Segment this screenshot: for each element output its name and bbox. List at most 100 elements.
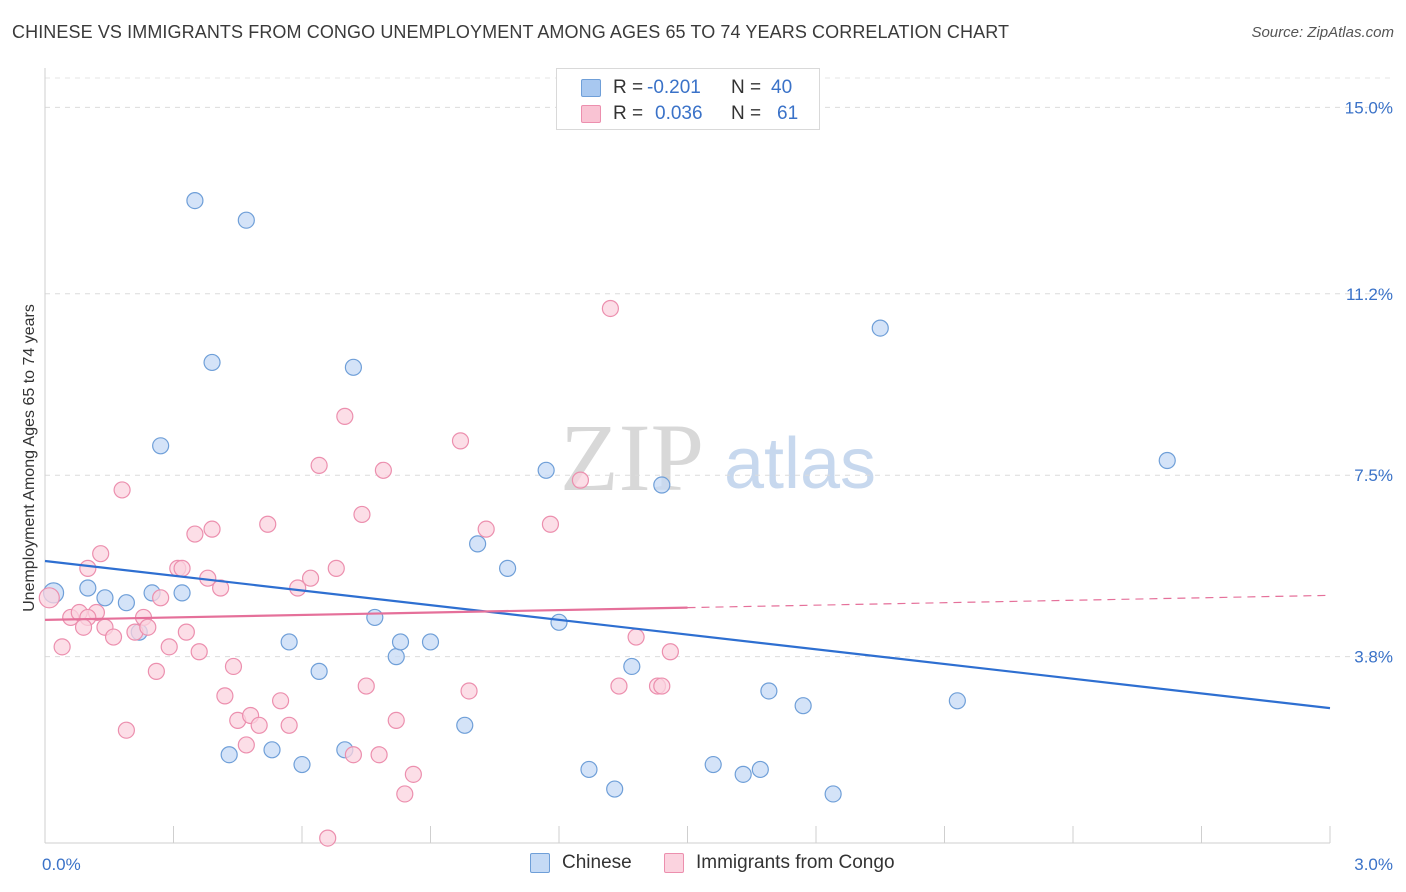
data-point [92,545,110,563]
data-point [74,618,93,636]
data-point [948,692,966,710]
data-point [220,746,238,764]
data-point [53,638,71,656]
x-tick-label: 0.0% [42,855,81,874]
data-point [353,505,371,524]
data-point [186,191,204,210]
data-point [293,755,311,774]
data-point [280,716,298,734]
data-point [203,353,221,372]
data-point [704,755,722,774]
source-note: Source: ZipAtlas.com [1251,24,1394,41]
data-point [370,746,388,764]
data-point [357,677,375,695]
data-point [404,765,422,783]
data-point [336,407,354,425]
data-point [653,677,671,695]
data-point [477,520,495,538]
data-point [344,358,362,376]
data-point [271,692,290,710]
data-point [751,760,769,779]
data-point [160,638,178,656]
r-value: -0.201 [647,77,701,98]
data-point [280,633,298,651]
data-point [460,682,478,700]
data-point [610,677,628,695]
data-point [623,657,641,676]
data-point [250,716,268,734]
data-point [606,780,624,798]
data-point [871,319,889,337]
data-point [237,211,255,229]
data-point [1158,451,1176,470]
data-point [344,746,362,764]
data-point [794,697,812,715]
legend-swatch-congo [664,853,684,873]
data-point [366,608,384,627]
data-point [661,643,679,661]
watermark-zip: ZIP [560,404,704,511]
data-point [391,633,410,651]
data-point [152,589,170,607]
data-point [212,579,230,597]
data-point [203,520,221,538]
data-point [469,535,487,553]
n-value: 61 [777,103,799,124]
data-point [216,687,234,705]
data-point [38,587,60,609]
data-point [310,456,328,475]
data-point [627,628,645,646]
r-value: 0.036 [655,103,703,124]
data-point [456,716,474,734]
data-point [571,471,590,489]
x-tick-label: 3.0% [1354,855,1393,874]
n-label: N = [731,77,762,98]
data-point [451,432,470,450]
data-point [117,721,135,739]
trend-line [687,594,1331,609]
data-point [224,657,243,676]
data-point [147,662,165,680]
data-point [499,559,517,577]
data-point [550,613,568,631]
data-point [760,682,778,700]
data-point [117,594,135,612]
data-point [96,589,114,607]
watermark: ZIP atlas [560,404,876,511]
data-point [79,579,97,597]
data-point [580,760,598,779]
chart-title: CHINESE VS IMMIGRANTS FROM CONGO UNEMPLO… [12,22,1010,42]
data-point [387,648,405,666]
legend-swatch-chinese [581,79,601,97]
data-point [537,461,555,479]
data-point [541,515,560,533]
data-point [319,829,337,847]
data-point [113,481,131,499]
data-point [263,741,281,759]
data-point [387,711,405,730]
data-point [173,584,191,602]
data-point [139,618,157,636]
r-label: R = [613,77,644,98]
trend-lines [44,559,1331,710]
legend-swatch-chinese [530,853,550,873]
data-point [421,633,440,651]
grid [45,77,1392,658]
data-point [259,515,277,533]
y-tick-label: 3.8% [1354,648,1393,667]
data-point [396,785,414,803]
legend-swatch-congo [581,105,601,123]
y-tick-label: 7.5% [1354,466,1393,485]
data-point [104,628,123,646]
data-point [601,299,620,318]
data-point [824,785,842,803]
r-label: R = [613,103,644,124]
data-point [374,461,392,479]
n-value: 40 [771,77,793,98]
data-point [186,525,204,543]
data-point [79,559,97,577]
data-point [177,623,195,641]
y-tick-label: 11.2% [1346,285,1393,304]
watermark-atlas: atlas [724,424,876,504]
